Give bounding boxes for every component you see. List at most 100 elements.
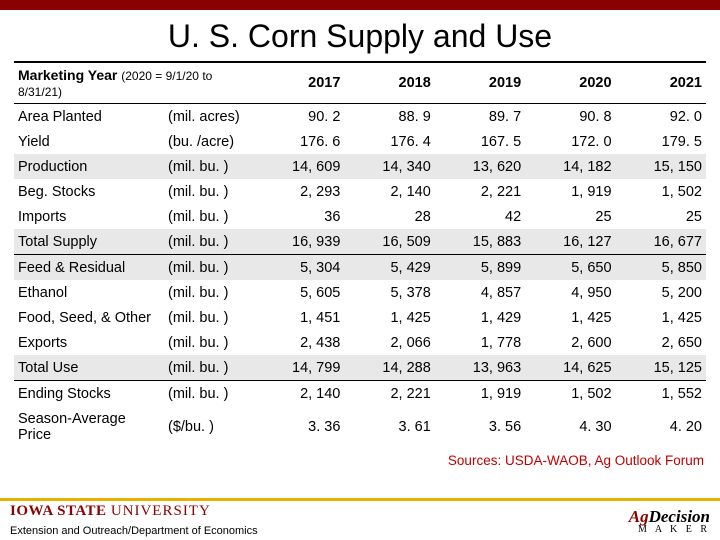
value-cell: 5, 429 bbox=[344, 255, 434, 281]
value-cell: 42 bbox=[435, 204, 525, 229]
unit-cell: (mil. bu. ) bbox=[164, 154, 254, 179]
table-row: Yield(bu. /acre)176. 6176. 4167. 5172. 0… bbox=[14, 129, 706, 154]
metric-cell: Ending Stocks bbox=[14, 381, 164, 407]
isu-logo: IOWA STATE UNIVERSITY bbox=[10, 503, 211, 520]
value-cell: 1, 919 bbox=[525, 179, 615, 204]
top-accent-bar bbox=[0, 0, 720, 10]
supply-use-table: Marketing Year (2020 = 9/1/20 to 8/31/21… bbox=[14, 63, 706, 447]
footer: IOWA STATE UNIVERSITY Extension and Outr… bbox=[0, 498, 720, 540]
table-row: Exports(mil. bu. )2, 4382, 0661, 7782, 6… bbox=[14, 330, 706, 355]
unit-cell: (bu. /acre) bbox=[164, 129, 254, 154]
value-cell: 15, 125 bbox=[616, 355, 706, 381]
value-cell: 2, 140 bbox=[344, 179, 434, 204]
value-cell: 179. 5 bbox=[616, 129, 706, 154]
year-col-2: 2019 bbox=[435, 63, 525, 104]
value-cell: 5, 605 bbox=[254, 280, 344, 305]
value-cell: 176. 4 bbox=[344, 129, 434, 154]
value-cell: 36 bbox=[254, 204, 344, 229]
value-cell: 2, 438 bbox=[254, 330, 344, 355]
value-cell: 167. 5 bbox=[435, 129, 525, 154]
value-cell: 15, 883 bbox=[435, 229, 525, 255]
unit-cell: (mil. bu. ) bbox=[164, 381, 254, 407]
unit-cell: (mil. acres) bbox=[164, 104, 254, 130]
metric-cell: Food, Seed, & Other bbox=[14, 305, 164, 330]
value-cell: 1, 451 bbox=[254, 305, 344, 330]
isu-text-2: UNIVERSITY bbox=[111, 503, 211, 519]
value-cell: 5, 850 bbox=[616, 255, 706, 281]
table-row: Imports(mil. bu. )3628422525 bbox=[14, 204, 706, 229]
value-cell: 16, 127 bbox=[525, 229, 615, 255]
value-cell: 5, 378 bbox=[344, 280, 434, 305]
value-cell: 5, 899 bbox=[435, 255, 525, 281]
table-row: Feed & Residual(mil. bu. )5, 3045, 4295,… bbox=[14, 255, 706, 281]
value-cell: 3. 61 bbox=[344, 406, 434, 447]
value-cell: 2, 066 bbox=[344, 330, 434, 355]
year-col-1: 2018 bbox=[344, 63, 434, 104]
value-cell: 13, 963 bbox=[435, 355, 525, 381]
metric-cell: Beg. Stocks bbox=[14, 179, 164, 204]
year-col-0: 2017 bbox=[254, 63, 344, 104]
table-header-row: Marketing Year (2020 = 9/1/20 to 8/31/21… bbox=[14, 63, 706, 104]
value-cell: 1, 778 bbox=[435, 330, 525, 355]
page-title: U. S. Corn Supply and Use bbox=[14, 10, 706, 63]
value-cell: 14, 625 bbox=[525, 355, 615, 381]
unit-cell: (mil. bu. ) bbox=[164, 355, 254, 381]
metric-cell: Area Planted bbox=[14, 104, 164, 130]
value-cell: 2, 140 bbox=[254, 381, 344, 407]
value-cell: 25 bbox=[525, 204, 615, 229]
value-cell: 2, 293 bbox=[254, 179, 344, 204]
brand-maker: M A K E R bbox=[629, 527, 710, 533]
unit-cell: (mil. bu. ) bbox=[164, 255, 254, 281]
value-cell: 16, 677 bbox=[616, 229, 706, 255]
metric-cell: Season-Average Price bbox=[14, 406, 164, 447]
metric-cell: Production bbox=[14, 154, 164, 179]
table-row: Ending Stocks(mil. bu. )2, 1402, 2211, 9… bbox=[14, 381, 706, 407]
value-cell: 28 bbox=[344, 204, 434, 229]
value-cell: 14, 799 bbox=[254, 355, 344, 381]
value-cell: 1, 425 bbox=[616, 305, 706, 330]
value-cell: 2, 600 bbox=[525, 330, 615, 355]
table-row: Season-Average Price($/bu. )3. 363. 613.… bbox=[14, 406, 706, 447]
value-cell: 1, 919 bbox=[435, 381, 525, 407]
value-cell: 1, 425 bbox=[344, 305, 434, 330]
value-cell: 5, 304 bbox=[254, 255, 344, 281]
table-row: Area Planted(mil. acres)90. 288. 989. 79… bbox=[14, 104, 706, 130]
value-cell: 176. 6 bbox=[254, 129, 344, 154]
value-cell: 1, 552 bbox=[616, 381, 706, 407]
value-cell: 88. 9 bbox=[344, 104, 434, 130]
value-cell: 14, 340 bbox=[344, 154, 434, 179]
metric-cell: Feed & Residual bbox=[14, 255, 164, 281]
value-cell: 3. 56 bbox=[435, 406, 525, 447]
value-cell: 90. 8 bbox=[525, 104, 615, 130]
value-cell: 2, 650 bbox=[616, 330, 706, 355]
table-row: Beg. Stocks(mil. bu. )2, 2932, 1402, 221… bbox=[14, 179, 706, 204]
table-body: Area Planted(mil. acres)90. 288. 989. 79… bbox=[14, 104, 706, 448]
footer-left: IOWA STATE UNIVERSITY bbox=[10, 503, 211, 520]
supply-use-table-wrap: Marketing Year (2020 = 9/1/20 to 8/31/21… bbox=[14, 63, 706, 447]
unit-cell: (mil. bu. ) bbox=[164, 179, 254, 204]
value-cell: 14, 182 bbox=[525, 154, 615, 179]
metric-cell: Yield bbox=[14, 129, 164, 154]
unit-cell: (mil. bu. ) bbox=[164, 280, 254, 305]
dept-text: Extension and Outreach/Department of Eco… bbox=[10, 525, 258, 537]
unit-cell: (mil. bu. ) bbox=[164, 229, 254, 255]
value-cell: 172. 0 bbox=[525, 129, 615, 154]
header-label: Marketing Year bbox=[18, 67, 117, 83]
value-cell: 4, 950 bbox=[525, 280, 615, 305]
metric-cell: Exports bbox=[14, 330, 164, 355]
value-cell: 5, 200 bbox=[616, 280, 706, 305]
value-cell: 89. 7 bbox=[435, 104, 525, 130]
value-cell: 4. 20 bbox=[616, 406, 706, 447]
table-row: Food, Seed, & Other(mil. bu. )1, 4511, 4… bbox=[14, 305, 706, 330]
value-cell: 1, 425 bbox=[525, 305, 615, 330]
metric-cell: Imports bbox=[14, 204, 164, 229]
value-cell: 4, 857 bbox=[435, 280, 525, 305]
value-cell: 16, 939 bbox=[254, 229, 344, 255]
value-cell: 1, 429 bbox=[435, 305, 525, 330]
isu-text-1: IOWA STATE bbox=[10, 503, 107, 519]
value-cell: 13, 620 bbox=[435, 154, 525, 179]
unit-cell: ($/bu. ) bbox=[164, 406, 254, 447]
value-cell: 5, 650 bbox=[525, 255, 615, 281]
value-cell: 4. 30 bbox=[525, 406, 615, 447]
table-row: Total Supply(mil. bu. )16, 93916, 50915,… bbox=[14, 229, 706, 255]
